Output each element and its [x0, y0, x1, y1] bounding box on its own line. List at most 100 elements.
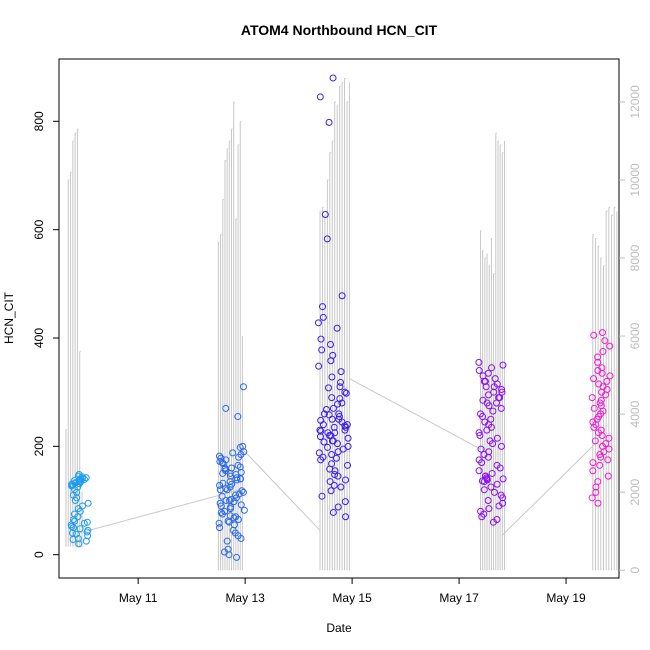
data-point	[594, 367, 602, 375]
data-point	[218, 492, 226, 500]
data-point	[497, 442, 505, 450]
data-point	[321, 210, 329, 218]
x-tick-label: May 19	[546, 591, 586, 605]
data-point	[228, 464, 236, 472]
data-point	[319, 303, 327, 311]
data-point	[82, 537, 90, 545]
data-point	[233, 474, 241, 482]
data-point	[598, 432, 606, 440]
data-point	[315, 362, 323, 370]
data-point	[334, 472, 342, 480]
data-point	[588, 394, 596, 402]
data-point	[221, 507, 229, 515]
data-point	[481, 472, 489, 480]
data-point	[594, 353, 602, 361]
data-point	[239, 488, 247, 496]
data-point	[489, 518, 497, 526]
data-point	[328, 373, 336, 381]
data-point	[75, 471, 83, 479]
data-point	[325, 118, 333, 126]
data-point	[227, 503, 235, 511]
data-point	[485, 402, 493, 410]
data-point	[70, 510, 78, 518]
data-point	[74, 505, 82, 513]
data-point	[216, 499, 224, 507]
x-axis-label: Date	[326, 621, 352, 635]
data-point	[225, 551, 233, 559]
data-point	[604, 472, 612, 480]
data-point	[225, 518, 233, 526]
data-point	[488, 469, 496, 477]
secondary-connector	[349, 378, 481, 450]
data-point	[475, 358, 483, 366]
data-point	[71, 486, 79, 494]
data-point	[215, 452, 223, 460]
y2-tick-label: 0	[628, 567, 642, 574]
y2-tick-label: 12000	[628, 85, 642, 119]
data-point	[327, 487, 335, 495]
data-point	[326, 341, 334, 349]
data-point	[234, 413, 242, 421]
data-point	[499, 475, 507, 483]
data-point	[76, 478, 84, 486]
data-point	[601, 337, 609, 345]
data-point	[344, 434, 352, 442]
data-point	[328, 415, 336, 423]
data-point	[496, 464, 504, 472]
data-point	[342, 423, 350, 431]
data-point	[323, 235, 331, 243]
data-point	[316, 433, 324, 441]
scatter-points-layer	[67, 74, 614, 561]
data-point	[329, 404, 337, 412]
x-tick-label: May 13	[225, 591, 265, 605]
data-point	[342, 513, 350, 521]
data-point	[226, 478, 234, 486]
data-point	[73, 494, 81, 502]
data-point	[488, 364, 496, 372]
x-tick-label: May 17	[439, 591, 479, 605]
data-point	[72, 530, 80, 538]
data-point	[483, 426, 491, 434]
data-point	[320, 410, 328, 418]
y-axis-right: 0 2000 4000 6000 8000 10000 12000	[619, 85, 642, 574]
data-point	[324, 429, 332, 437]
data-point	[222, 404, 230, 412]
data-point	[229, 449, 237, 457]
data-point	[75, 540, 83, 548]
y-tick-label: 400	[32, 328, 46, 348]
data-point	[475, 467, 483, 475]
data-point	[334, 400, 342, 408]
data-point	[316, 93, 324, 101]
data-point	[337, 483, 345, 491]
data-point	[71, 517, 79, 525]
data-point	[328, 437, 336, 445]
data-point	[489, 407, 497, 415]
y2-tick-label: 2000	[628, 478, 642, 505]
data-point	[215, 519, 223, 527]
data-point	[478, 477, 486, 485]
data-point	[490, 383, 498, 391]
data-point	[84, 499, 92, 507]
data-point	[337, 368, 345, 376]
data-point	[83, 528, 91, 536]
secondary-connector	[501, 440, 599, 537]
data-point	[596, 410, 604, 418]
data-point	[478, 459, 486, 467]
data-point	[240, 506, 248, 514]
data-point	[327, 357, 335, 365]
y2-tick-label: 10000	[628, 163, 642, 197]
data-point	[326, 478, 334, 486]
data-point	[344, 461, 352, 469]
data-point	[341, 388, 349, 396]
data-point	[335, 415, 343, 423]
data-point	[342, 476, 350, 484]
data-point	[230, 514, 238, 522]
data-point	[598, 388, 606, 396]
data-point	[328, 450, 336, 458]
data-point	[594, 358, 602, 366]
y2-tick-label: 8000	[628, 244, 642, 271]
data-point	[331, 471, 339, 479]
data-point	[487, 483, 495, 491]
data-point	[480, 486, 488, 494]
data-point	[334, 448, 342, 456]
